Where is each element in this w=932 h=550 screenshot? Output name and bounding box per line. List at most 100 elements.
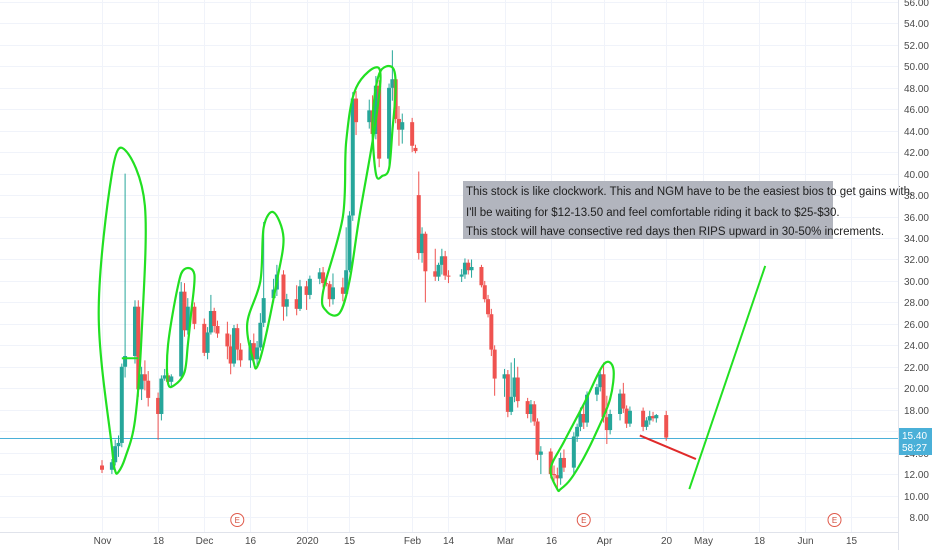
candle-body — [561, 457, 566, 468]
text-note-line-2: I'll be waiting for $12-13.50 and feel c… — [466, 207, 840, 219]
price-axis-tick-label: 28.00 — [904, 298, 929, 309]
earnings-marker-label: E — [235, 516, 240, 525]
earnings-marker — [827, 513, 842, 527]
candle-body — [621, 393, 626, 409]
price-axis-tick-label: 42.00 — [904, 148, 929, 159]
price-axis-tick-label: 24.00 — [904, 341, 929, 352]
time-axis-tick-label: 15 — [846, 536, 858, 547]
candle-body — [258, 322, 263, 348]
candle-body — [281, 274, 286, 307]
price-axis-tick-label: 18.00 — [904, 406, 929, 417]
candle-body — [284, 299, 289, 307]
candle-body — [641, 410, 646, 427]
candle-body — [618, 393, 623, 414]
candle-body — [113, 446, 118, 463]
candle-body — [525, 401, 530, 414]
candle-body — [462, 262, 467, 275]
candle-body — [400, 122, 405, 130]
candle-body — [644, 420, 649, 427]
candle-body — [624, 408, 629, 424]
candle-body — [515, 377, 520, 402]
candle-body — [443, 256, 448, 276]
time-axis[interactable]: Nov 18 Dec 16 2020 15 Feb 14 Mar 16 Apr 20 May 18 Jun 1… — [94, 536, 858, 547]
candle-body — [647, 416, 652, 421]
candle-body — [324, 283, 329, 285]
candle-body — [344, 270, 349, 294]
candle-body — [146, 380, 151, 398]
candle-body — [261, 298, 266, 323]
current-price-label: 15.40 58:27 — [899, 428, 932, 455]
price-axis-tick-label: 52.00 — [904, 41, 929, 52]
candle-body — [139, 374, 144, 390]
candle-body — [330, 287, 335, 300]
candle-body — [604, 417, 609, 431]
candle-body — [327, 284, 332, 300]
candle-body — [251, 343, 256, 360]
candle-body — [192, 306, 197, 324]
candle-body — [423, 233, 428, 272]
price-axis-tick-label: 40.00 — [904, 170, 929, 181]
candle-body — [538, 451, 543, 455]
candle-body — [109, 462, 114, 470]
price-axis-tick-label: 22.00 — [904, 363, 929, 374]
candle-body — [598, 374, 603, 388]
time-axis-tick-label: Mar — [497, 536, 515, 547]
price-axis-tick-label: 30.00 — [904, 277, 929, 288]
candle-body — [466, 262, 471, 271]
earnings-marker — [576, 513, 591, 527]
candle-body — [396, 118, 401, 130]
candle-body — [235, 328, 240, 350]
candle-body — [664, 415, 669, 438]
time-axis-tick-label: 18 — [153, 536, 165, 547]
candle-body — [416, 195, 421, 254]
earnings-marker — [230, 513, 245, 527]
candle-body — [215, 326, 220, 334]
candle-body — [205, 332, 210, 353]
candle-body — [185, 306, 190, 331]
candle-body — [555, 475, 560, 479]
price-label-background — [899, 428, 932, 455]
trendline-drawings[interactable] — [97, 65, 767, 493]
candle-body — [505, 374, 510, 412]
time-axis-tick-label: Feb — [404, 536, 422, 547]
text-note-line-1: This stock is like clockwork. This and N… — [466, 186, 913, 198]
candle-body — [654, 415, 659, 419]
price-axis-tick-label: 34.00 — [904, 234, 929, 245]
price-axis-tick-label: 32.00 — [904, 255, 929, 266]
candle-body — [373, 85, 378, 134]
candle-body — [479, 267, 484, 286]
price-axis-tick-label: 54.00 — [904, 19, 929, 30]
candle-body — [228, 346, 233, 364]
time-axis-tick-label: 16 — [546, 536, 558, 547]
candle-body — [238, 349, 243, 361]
candle-body — [347, 215, 352, 271]
green-trend-line — [688, 265, 767, 490]
candle-body — [142, 374, 147, 381]
time-axis-tick-label: May — [694, 536, 713, 547]
time-axis-tick-label: 15 — [344, 536, 356, 547]
candle-body — [486, 299, 491, 315]
candle-body — [532, 404, 537, 422]
candle-body — [136, 306, 141, 390]
candle-body — [321, 272, 326, 284]
candle-body — [354, 98, 359, 123]
price-axis-tick-label: 38.00 — [904, 191, 929, 202]
candle-body — [119, 366, 124, 443]
earnings-marker-label: E — [581, 516, 586, 525]
price-axis-tick-label: 36.00 — [904, 213, 929, 224]
candle-body — [377, 85, 382, 159]
candle-body — [231, 328, 236, 364]
candle-body — [367, 110, 372, 123]
candle-body — [387, 87, 392, 159]
candle-body — [601, 374, 606, 418]
candle-body — [390, 79, 395, 88]
time-axis-tick-label: 14 — [443, 536, 455, 547]
candle-body — [297, 286, 302, 309]
text-note-box[interactable]: This stock is like clockwork. This and N… — [463, 181, 913, 239]
candle-body — [439, 256, 444, 265]
green-highlight-outline — [97, 146, 147, 475]
green-highlight-outline — [320, 66, 382, 317]
